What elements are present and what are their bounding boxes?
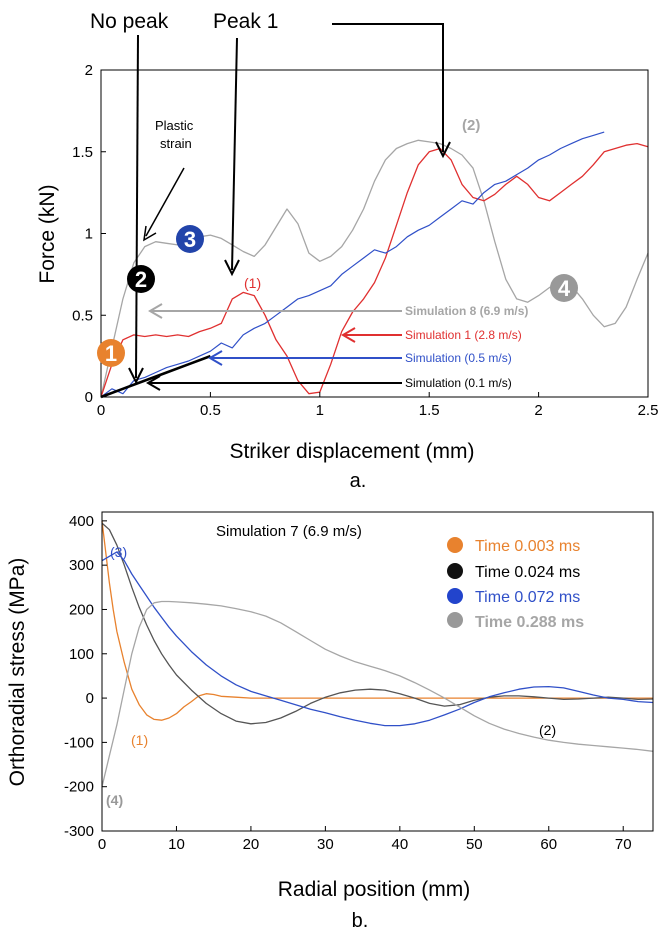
panel-a-x-tick-label-1: 0.5 [200, 402, 221, 419]
panel-b-x-axis-label: Radial position (mm) [278, 878, 471, 901]
legend-simulation-0-5: Simulation (0.5 m/s) [405, 351, 512, 365]
panel-a-y-tick-label-1: 0.5 [72, 307, 93, 324]
marker-2-circle [127, 265, 155, 293]
legend-simulation-1: Simulation 1 (2.8 m/s) [405, 328, 522, 342]
panel-a-x-tick-label-3: 1.5 [419, 402, 440, 419]
panel-a-y-tick-label-0: 0 [85, 389, 93, 406]
legend-label-t003: Time 0.003 ms [475, 538, 580, 555]
panel-b-label: b. [352, 910, 369, 932]
panel-b-x-tick-label-6: 60 [540, 836, 557, 853]
marker-1: 1 [97, 339, 125, 367]
panel-a-x-tick-label-4: 2 [534, 402, 542, 419]
peak-2-arrow [332, 23, 444, 152]
panel-a-x-tick-label-2: 1 [316, 402, 324, 419]
marker-4-circle [550, 274, 578, 302]
panel-b-chart: 0 10 20 30 40 50 60 70 -300 -200 -100 0 100 200 300 400… [6, 511, 654, 932]
panel-b-series-1 [101, 522, 654, 725]
simulation-0-5-arrowhead [208, 350, 223, 366]
panel-b-x-tick-label-7: 70 [615, 836, 632, 853]
panel-b-series-0 [101, 520, 653, 721]
marker-3-label: 3 [184, 227, 196, 252]
panel-b-annotation-1: (1) [131, 732, 148, 748]
panel-a-x-tick-label-0: 0 [97, 402, 105, 419]
legend-label-t024: Time 0.024 ms [475, 564, 580, 581]
panel-b-annotation-2: (2) [539, 722, 556, 738]
panel-b-x-tick-label-1: 10 [168, 836, 185, 853]
panel-a-y-axis-label: Force (kN) [36, 184, 59, 283]
panel-b-y-tick-label-0: -300 [64, 823, 94, 840]
panel-b-x-tick-label-0: 0 [98, 836, 106, 853]
panel-b-plot-frame [101, 511, 654, 832]
panel-b-annotation-4: (4) [106, 792, 123, 808]
panel-a-series-1 [100, 142, 649, 398]
marker-2: 2 [127, 265, 155, 293]
simulation-0-1-arrowhead [146, 375, 161, 391]
panel-b-x-tick-label-2: 20 [243, 836, 260, 853]
annotation-peak-1: Peak 1 [213, 10, 278, 33]
marker-1-circle [97, 339, 125, 367]
panel-b-y-tick-label-5: 200 [69, 601, 94, 618]
panel-b-x-tick-label-5: 50 [466, 836, 483, 853]
legend-marker-t288 [447, 612, 463, 628]
panel-b-annotation-3: (3) [110, 544, 127, 560]
legend-simulation-0-1: Simulation (0.1 m/s) [405, 376, 512, 390]
panel-a-callout-arrows [128, 23, 451, 385]
panel-b-legend: Time 0.003 ms Time 0.024 ms Time 0.072 m… [447, 537, 584, 631]
legend-label-t072: Time 0.072 ms [475, 589, 580, 606]
panel-b-series-3 [101, 600, 654, 787]
annotation-no-peak: No peak [90, 10, 169, 33]
marker-3: 3 [176, 225, 204, 253]
panel-a-x-tick-label-5: 2.5 [638, 402, 659, 419]
panel-b-y-axis-label: Orthoradial stress (MPa) [6, 558, 29, 787]
legend-label-t288: Time 0.288 ms [475, 614, 584, 631]
plastic-strain-arrowhead [143, 225, 157, 242]
no-peak-arrowhead [128, 367, 144, 385]
panel-a-chart: 0 0.5 1 1.5 2 2.5 0 0.5 1 1.5 2 Simulation 8 (6.9 … [36, 10, 658, 492]
panel-b-y-tick-label-6: 300 [69, 557, 94, 574]
panel-b-ticks: 0 10 20 30 40 50 60 70 -300 -200 -100 0 100 200 300 400 [64, 513, 632, 853]
panel-b-x-tick-label-4: 40 [391, 836, 408, 853]
legend-marker-t072 [447, 588, 463, 604]
legend-marker-t024 [447, 563, 463, 579]
legend-marker-t003 [447, 537, 463, 553]
panel-b-x-tick-label-3: 30 [317, 836, 334, 853]
panel-a-ticks: 0 0.5 1 1.5 2 2.5 0 0.5 1 1.5 2 [72, 62, 658, 419]
marker-4-label: 4 [558, 276, 571, 301]
panel-b-series-2 [101, 551, 654, 727]
panel-a-y-tick-label-4: 2 [85, 62, 93, 79]
panel-b-title: Simulation 7 (6.9 m/s) [216, 523, 362, 540]
annotation-peak-1-label: (1) [244, 275, 261, 291]
panel-a-y-tick-label-2: 1 [85, 226, 93, 243]
no-peak-arrow [135, 34, 139, 379]
panel-a-legend-arrows [146, 303, 402, 391]
peak-2-arrowhead [435, 141, 451, 159]
annotation-plastic: Plastic [155, 118, 194, 133]
panel-b-y-tick-label-7: 400 [69, 513, 94, 530]
legend-simulation-8: Simulation 8 (6.9 m/s) [405, 304, 528, 318]
peak-1-arrow [231, 37, 238, 271]
panel-b-y-tick-label-4: 100 [69, 646, 94, 663]
panel-b-y-tick-label-2: -100 [64, 734, 94, 751]
simulation-8-arrowhead [148, 303, 163, 319]
panel-a-label: a. [350, 470, 367, 492]
panel-a-y-tick-label-3: 1.5 [72, 144, 93, 161]
panel-b-y-tick-label-3: 0 [86, 690, 94, 707]
annotation-strain: strain [160, 136, 192, 151]
panel-b-series-layer [101, 520, 654, 787]
panel-a-series-3 [100, 354, 211, 399]
panel-b-y-tick-label-1: -200 [64, 779, 94, 796]
marker-1-label: 1 [105, 341, 117, 366]
marker-2-label: 2 [135, 267, 147, 292]
marker-4: 4 [550, 274, 578, 302]
panel-a-x-axis-label: Striker displacement (mm) [229, 440, 474, 463]
annotation-peak-2-label: (2) [462, 117, 480, 134]
peak-1-arrowhead [224, 259, 240, 277]
simulation-1-arrowhead [341, 327, 356, 343]
marker-3-circle [176, 225, 204, 253]
plastic-strain-arrow [145, 167, 185, 237]
panel-a-series-2 [100, 131, 605, 398]
